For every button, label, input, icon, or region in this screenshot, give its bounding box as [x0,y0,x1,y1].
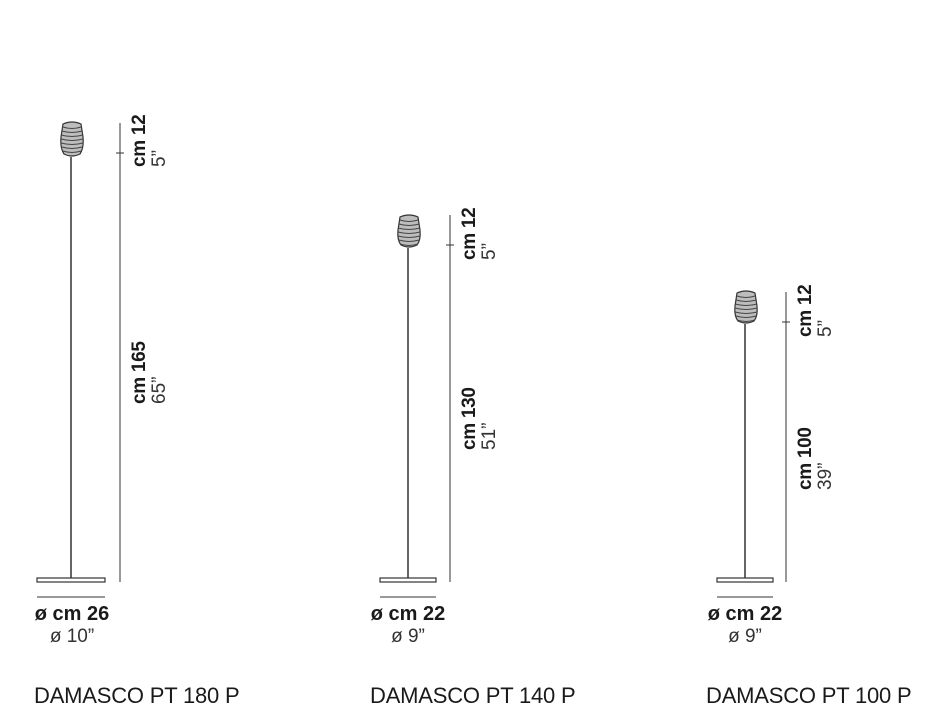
shade-height-label: cm 12 5” [459,207,500,260]
height-dimension-line [116,123,124,582]
base-diameter-label: ø cm 26 ø 10” [34,603,110,647]
base-diameter-label: ø cm 22 ø 9” [370,603,446,647]
stem-height-label: cm 130 51” [459,387,500,450]
product-name: DAMASCO PT 100 P [706,683,912,708]
lamp-base [36,577,106,583]
product-name: DAMASCO PT 140 P [370,683,576,708]
lamp-base [379,577,437,583]
height-dimension-line [446,215,454,582]
base-diameter-label: ø cm 22 ø 9” [707,603,783,647]
product-name: DAMASCO PT 180 P [34,683,240,708]
lamp-shade-icon [397,214,421,248]
lamp-pt-180: cm 12 5” cm 165 65” ø cm 26 ø 10” DAMASC… [0,0,300,722]
height-dimension-line [782,292,790,582]
lamp-shade-icon [734,290,758,324]
shade-height-label: cm 12 5” [129,114,170,167]
lamp-drawing [379,214,454,598]
lamp-pt-100: cm 12 5” cm 100 39” ø cm 22 ø 9” DAMASCO… [676,0,925,722]
lamp-shade-icon [60,121,84,157]
shade-height-label: cm 12 5” [795,284,836,337]
lamp-drawing [716,290,790,598]
lamp-drawing [36,121,124,598]
stem-height-label: cm 100 39” [795,427,836,490]
stem-height-label: cm 165 65” [129,341,170,404]
lamp-base [716,577,774,583]
lamp-pt-140: cm 12 5” cm 130 51” ø cm 22 ø 9” DAMASCO… [340,0,640,722]
